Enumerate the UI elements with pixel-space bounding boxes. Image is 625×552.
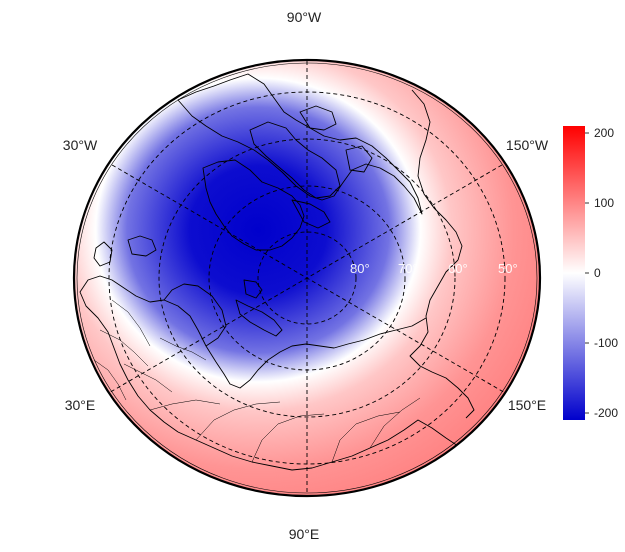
lon-label-upper-left: 30°W [63,137,98,153]
siberia-coast [215,317,427,389]
map-disk [72,58,542,498]
europe-coast [79,275,217,433]
map-frame-inner [76,62,538,494]
lon-label-top: 90°W [287,9,322,25]
colorbar-ticks: 200 100 0 -100 -200 [585,126,618,420]
lat-circle-80 [257,231,357,325]
lat-label-70: 70° [398,261,418,276]
colorbar-tick-label: 0 [594,266,601,280]
lon-label-lower-right: 150°E [508,397,546,413]
lat-circle-60 [158,138,456,418]
lon-label-lower-left: 30°E [65,397,96,413]
colorbar-tick-label: 100 [594,196,614,210]
colorbar-tick-label: -100 [594,336,618,350]
colorbar-tick-label: 200 [594,126,614,140]
lat-label-80: 80° [350,261,370,276]
lat-label-60: 60° [448,261,468,276]
svalbard [243,279,263,299]
greenland-coast [202,159,305,251]
colorbar: 200 100 0 -100 -200 [563,126,618,420]
colorbar-gradient [563,126,585,420]
country-borders [93,299,421,463]
north-america-coast [177,73,423,215]
lat-label-50: 50° [498,261,518,276]
iceland [127,235,157,257]
scandinavia-coast [163,283,227,347]
canada-islands [249,105,373,229]
russia-east-coast [409,259,475,419]
lon-label-bottom: 90°E [289,526,320,542]
meridian-150 [99,157,515,399]
colorbar-tick-label: -200 [594,406,618,420]
lon-label-upper-right: 150°W [506,137,549,153]
novaya-zemlya [235,299,283,337]
map-frame [72,58,542,498]
graticule [99,60,515,496]
alaska-coast [411,89,463,261]
